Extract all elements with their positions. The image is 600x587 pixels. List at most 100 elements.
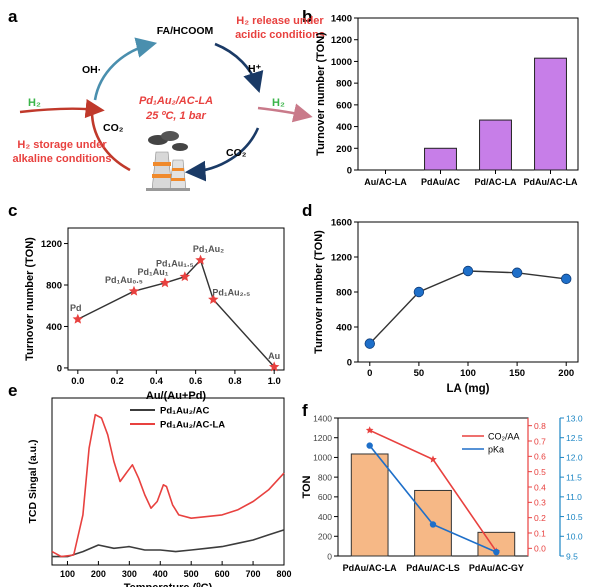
series-line-0 xyxy=(52,529,285,558)
right1-tick-label: 0.6 xyxy=(534,452,546,462)
chart-b-ton-bars: 0 200 400 600 800 1000 1200 1400 Au/AC-LA PdAu/AC… xyxy=(315,14,579,187)
cycle-arc-top-right xyxy=(214,42,264,93)
data-point-star xyxy=(72,313,84,324)
data-point-label: Pd₁Au₂.₅ xyxy=(212,288,250,298)
y-tick-label: 0 xyxy=(347,166,352,177)
y-tick-label: 1000 xyxy=(313,453,332,463)
bar xyxy=(479,119,512,171)
legend-label: Pd₁Au₂/AC-LA xyxy=(160,420,225,431)
data-point-star xyxy=(208,294,219,304)
x-tick-label: 500 xyxy=(184,569,199,579)
y-axis-label: TON xyxy=(301,475,313,498)
right1-tick-label: 0.8 xyxy=(534,421,546,431)
right1-tick-label: 0.2 xyxy=(534,513,546,523)
data-point-star xyxy=(365,426,374,434)
scheme-h2-right: H₂ xyxy=(272,97,285,109)
x-tick-label: PdAu/AC-LS xyxy=(406,563,460,573)
plot-frame xyxy=(357,221,579,363)
scheme-oh-label: OH· xyxy=(82,64,101,76)
y-axis-label: Turnover number (TON) xyxy=(24,237,36,361)
y-tick-label: 400 xyxy=(46,322,62,333)
right2-tick-label: 12.5 xyxy=(566,433,583,443)
cycle-arc-bottom-left xyxy=(90,111,131,172)
chart-e-tpd: 100 200 300 400 500 600 700 800 Pd₁Au₂/AC Pd₁Au₂/… xyxy=(27,397,292,587)
data-point-star xyxy=(128,285,140,296)
y-tick-label: 800 xyxy=(336,288,352,299)
data-point xyxy=(364,338,375,349)
x-tick-label: 0 xyxy=(367,368,372,379)
panel-letter-a: a xyxy=(8,7,18,26)
panel-letter-c: c xyxy=(8,201,17,220)
y-tick-label: 1200 xyxy=(331,35,352,46)
scheme-panel-a: FA/HCOOM OH· H⁺ H₂ release under acidic … xyxy=(12,15,325,191)
bar xyxy=(350,453,389,557)
data-point xyxy=(462,265,474,277)
data-point xyxy=(561,273,572,285)
y-axis-label: Turnover number (TON) xyxy=(313,230,325,354)
x-tick-label: 100 xyxy=(60,569,75,579)
scheme-conditions: 25 ºC, 1 bar xyxy=(145,110,206,122)
data-point-star xyxy=(268,361,280,372)
data-point xyxy=(429,521,437,528)
chart-f-additives: 0 200 400 600 800 1000 1200 1400 0.0 0.1 0.2 0.3 0.4… xyxy=(301,413,583,573)
data-point-star xyxy=(429,455,437,463)
x-tick-label: 0.4 xyxy=(150,376,164,387)
panel-letter-f: f xyxy=(302,401,308,420)
x-tick-label: 300 xyxy=(122,569,137,579)
x-tick-label: Pd/AC-LA xyxy=(475,177,517,187)
data-point-label: Pd₁Au₁.₅ xyxy=(156,259,194,269)
scheme-catalyst: Pd₁Au₂/AC-LA xyxy=(139,95,213,107)
y-tick-label: 1600 xyxy=(331,218,352,229)
data-point-star xyxy=(195,254,206,265)
y-axis-label: TCD Singal (a.u.) xyxy=(27,440,39,524)
x-tick-label: 0.2 xyxy=(110,376,123,387)
x-tick-label: 50 xyxy=(414,368,425,379)
x-tick-label: PdAu/AC-LA xyxy=(343,563,397,573)
x-axis-label: Temperature (⁰C) xyxy=(124,582,213,587)
y-tick-label: 0 xyxy=(347,358,352,369)
scheme-storage-line2: alkaline conditions xyxy=(12,153,111,165)
x-tick-label: 600 xyxy=(215,569,230,579)
y-tick-label: 0 xyxy=(327,551,332,561)
y-tick-label: 1200 xyxy=(313,433,332,443)
data-point-star xyxy=(179,271,191,282)
right2-tick-label: 10.0 xyxy=(566,532,583,542)
right1-tick-label: 0.3 xyxy=(534,498,546,508)
scheme-co2-left: CO₂ xyxy=(103,122,124,134)
x-tick-label: PdAu/AC xyxy=(421,177,460,187)
y-tick-label: 200 xyxy=(336,144,352,155)
right2-tick-label: 11.0 xyxy=(566,492,582,502)
data-point xyxy=(493,548,500,556)
y-tick-label: 800 xyxy=(318,472,332,482)
x-tick-label: 150 xyxy=(509,368,525,379)
y-tick-label: 400 xyxy=(318,512,332,522)
right2-tick-label: 9.5 xyxy=(566,551,578,561)
right2-tick-label: 13.0 xyxy=(566,413,583,423)
data-point xyxy=(366,442,373,449)
y-tick-label: 1400 xyxy=(313,413,332,423)
y-tick-label: 400 xyxy=(336,323,352,334)
x-tick-label: PdAu/AC-GY xyxy=(469,563,524,573)
chart-d-la-loading: 0 400 800 1200 1600 0 50 100 150 200 LA (mg) Turnov… xyxy=(313,218,579,395)
right1-tick-label: 0.5 xyxy=(534,467,546,477)
data-point-label: Pd₁Au₁ xyxy=(138,267,169,277)
x-tick-label: 200 xyxy=(91,569,106,579)
data-point-label: Pd xyxy=(70,303,82,313)
x-axis-label: Au/(Au+Pd) xyxy=(146,390,207,402)
scheme-storage-line1: H₂ storage under xyxy=(17,139,107,151)
legend-label: pKa xyxy=(488,444,504,454)
right1-tick-label: 0.4 xyxy=(534,482,546,492)
y-axis-label: Turnover number (TON) xyxy=(315,32,327,156)
panel-letter-d: d xyxy=(302,201,312,220)
y-tick-label: 600 xyxy=(318,492,332,502)
scheme-hplus-label: H⁺ xyxy=(248,63,262,75)
data-point xyxy=(413,286,425,298)
right1-tick-label: 0.7 xyxy=(534,436,546,446)
x-tick-label: 700 xyxy=(246,569,261,579)
data-point-star xyxy=(159,277,171,288)
x-tick-label: 800 xyxy=(276,569,291,579)
data-point-label: Au xyxy=(268,351,280,361)
legend-label: CO₂/AA xyxy=(488,431,520,441)
